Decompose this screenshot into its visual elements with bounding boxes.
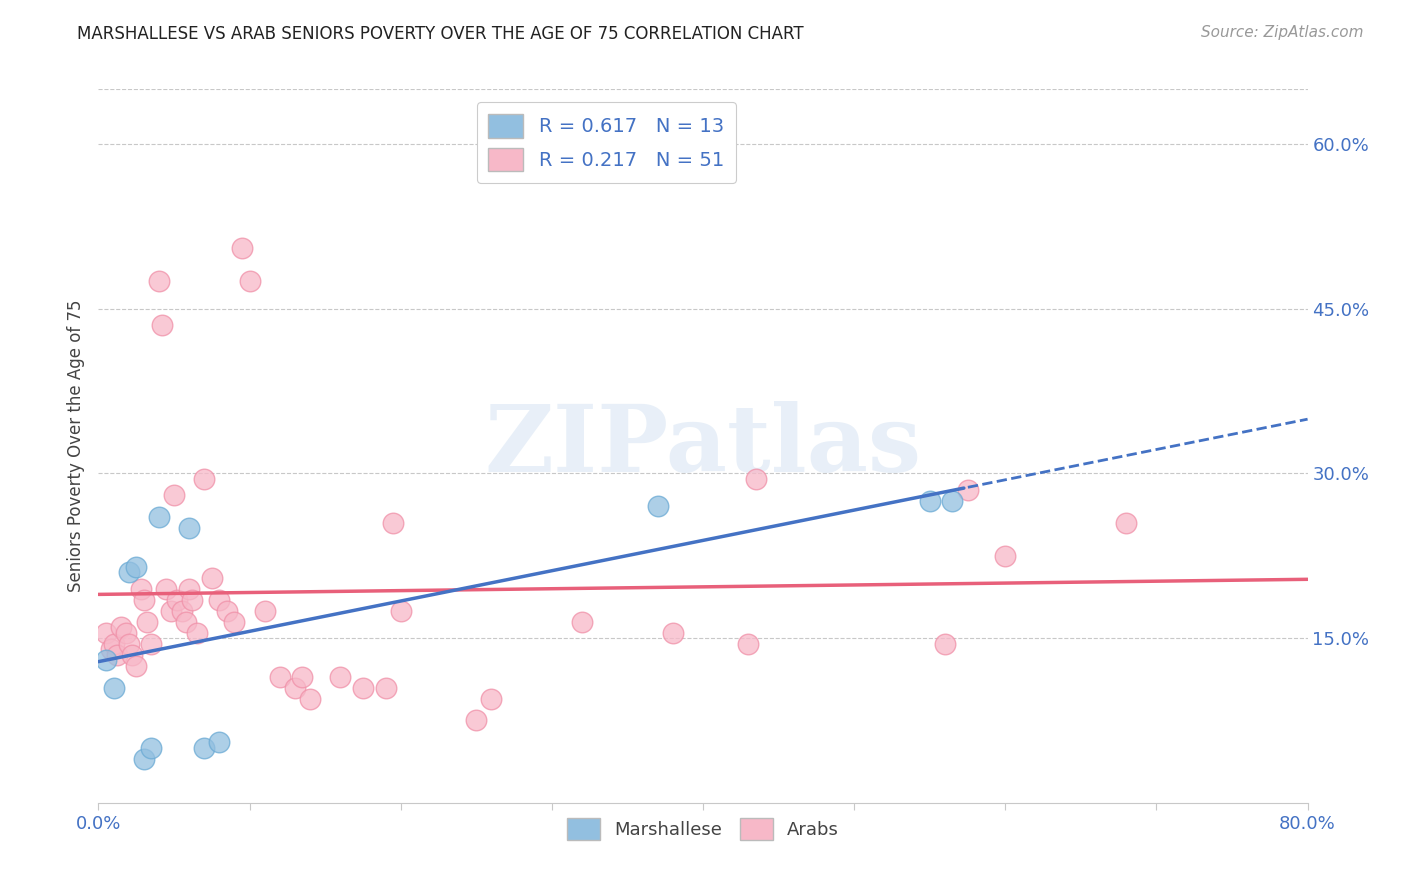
Point — [110, 620, 132, 634]
Point — [1115, 516, 1137, 530]
Point — [163, 488, 186, 502]
Point — [121, 648, 143, 662]
Point — [125, 559, 148, 574]
Point — [174, 615, 197, 629]
Point — [994, 549, 1017, 563]
Point — [132, 592, 155, 607]
Legend: Marshallese, Arabs: Marshallese, Arabs — [560, 811, 846, 847]
Point — [329, 669, 352, 683]
Point — [170, 604, 193, 618]
Point — [571, 615, 593, 629]
Point — [148, 274, 170, 288]
Point — [291, 669, 314, 683]
Text: MARSHALLESE VS ARAB SENIORS POVERTY OVER THE AGE OF 75 CORRELATION CHART: MARSHALLESE VS ARAB SENIORS POVERTY OVER… — [77, 25, 804, 43]
Point — [284, 681, 307, 695]
Point — [179, 521, 201, 535]
Point — [201, 571, 224, 585]
Point — [465, 714, 488, 728]
Point — [186, 625, 208, 640]
Point — [141, 637, 163, 651]
Point — [382, 516, 405, 530]
Point — [647, 500, 669, 514]
Point — [934, 637, 956, 651]
Point — [129, 582, 152, 596]
Point — [141, 740, 163, 755]
Point — [193, 740, 215, 755]
Point — [745, 472, 768, 486]
Point — [94, 625, 117, 640]
Point — [132, 752, 155, 766]
Point — [215, 604, 238, 618]
Point — [100, 642, 122, 657]
Point — [389, 604, 412, 618]
Point — [105, 648, 128, 662]
Point — [253, 604, 276, 618]
Point — [118, 566, 141, 580]
Y-axis label: Seniors Poverty Over the Age of 75: Seniors Poverty Over the Age of 75 — [66, 300, 84, 592]
Point — [481, 691, 503, 706]
Point — [941, 494, 963, 508]
Point — [179, 582, 201, 596]
Point — [114, 625, 136, 640]
Point — [352, 681, 374, 695]
Point — [103, 637, 125, 651]
Point — [103, 681, 125, 695]
Point — [118, 637, 141, 651]
Point — [239, 274, 262, 288]
Point — [94, 653, 117, 667]
Point — [193, 472, 215, 486]
Point — [148, 510, 170, 524]
Point — [224, 615, 246, 629]
Point — [918, 494, 941, 508]
Point — [160, 604, 183, 618]
Point — [181, 592, 204, 607]
Point — [299, 691, 322, 706]
Point — [135, 615, 157, 629]
Point — [661, 625, 683, 640]
Point — [166, 592, 188, 607]
Point — [374, 681, 396, 695]
Point — [150, 318, 173, 333]
Point — [155, 582, 177, 596]
Text: ZIPatlas: ZIPatlas — [485, 401, 921, 491]
Point — [956, 483, 979, 497]
Point — [125, 658, 148, 673]
Text: Source: ZipAtlas.com: Source: ZipAtlas.com — [1201, 25, 1364, 40]
Point — [737, 637, 759, 651]
Point — [231, 241, 253, 255]
Point — [208, 592, 231, 607]
Point — [208, 735, 231, 749]
Point — [269, 669, 291, 683]
